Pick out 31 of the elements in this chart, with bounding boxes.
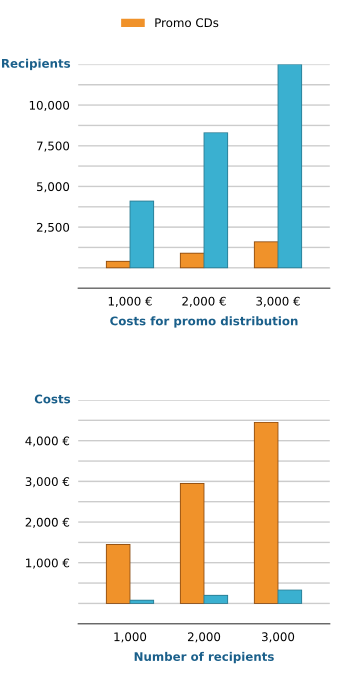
- y-tick-label: 5,000: [36, 182, 70, 192]
- bar: [180, 252, 204, 268]
- x-tick-label: 1,000: [114, 632, 146, 642]
- y-tick-label: 7,500: [37, 141, 70, 152]
- bar: [106, 544, 130, 604]
- bar: [180, 482, 204, 604]
- bar: [204, 594, 228, 604]
- y-tick-label: 10,000: [30, 100, 70, 111]
- bar: [254, 422, 278, 604]
- x-tick-label: 3,000: [262, 632, 294, 642]
- bar: [278, 590, 302, 604]
- x-axis-title: Costs for promo distribution: [110, 316, 298, 328]
- y-tick-label: 4,000 €: [25, 436, 70, 447]
- x-tick-label: 1,000 €: [108, 296, 152, 307]
- y-tick-label: 2,500: [36, 222, 70, 233]
- bar: [130, 600, 154, 604]
- y-tick-label: 2,000 €: [26, 518, 70, 528]
- bar: [278, 64, 302, 268]
- bar: [254, 241, 278, 268]
- x-tick-label: 2,000 €: [182, 296, 226, 307]
- y-axis-title: Recipients: [2, 58, 70, 70]
- y-tick-label: 3,000 €: [26, 477, 70, 488]
- x-axis-title: Number of recipients: [134, 652, 274, 664]
- y-axis-title: Costs: [34, 394, 70, 404]
- bar: [130, 200, 154, 268]
- y-tick-label: 1,000 €: [26, 558, 70, 569]
- bar: [204, 132, 228, 268]
- x-tick-label: 3,000 €: [256, 296, 300, 307]
- legend-label: Promo CDs: [155, 18, 218, 28]
- x-tick-label: 2,000: [188, 632, 220, 642]
- bar: [106, 260, 130, 268]
